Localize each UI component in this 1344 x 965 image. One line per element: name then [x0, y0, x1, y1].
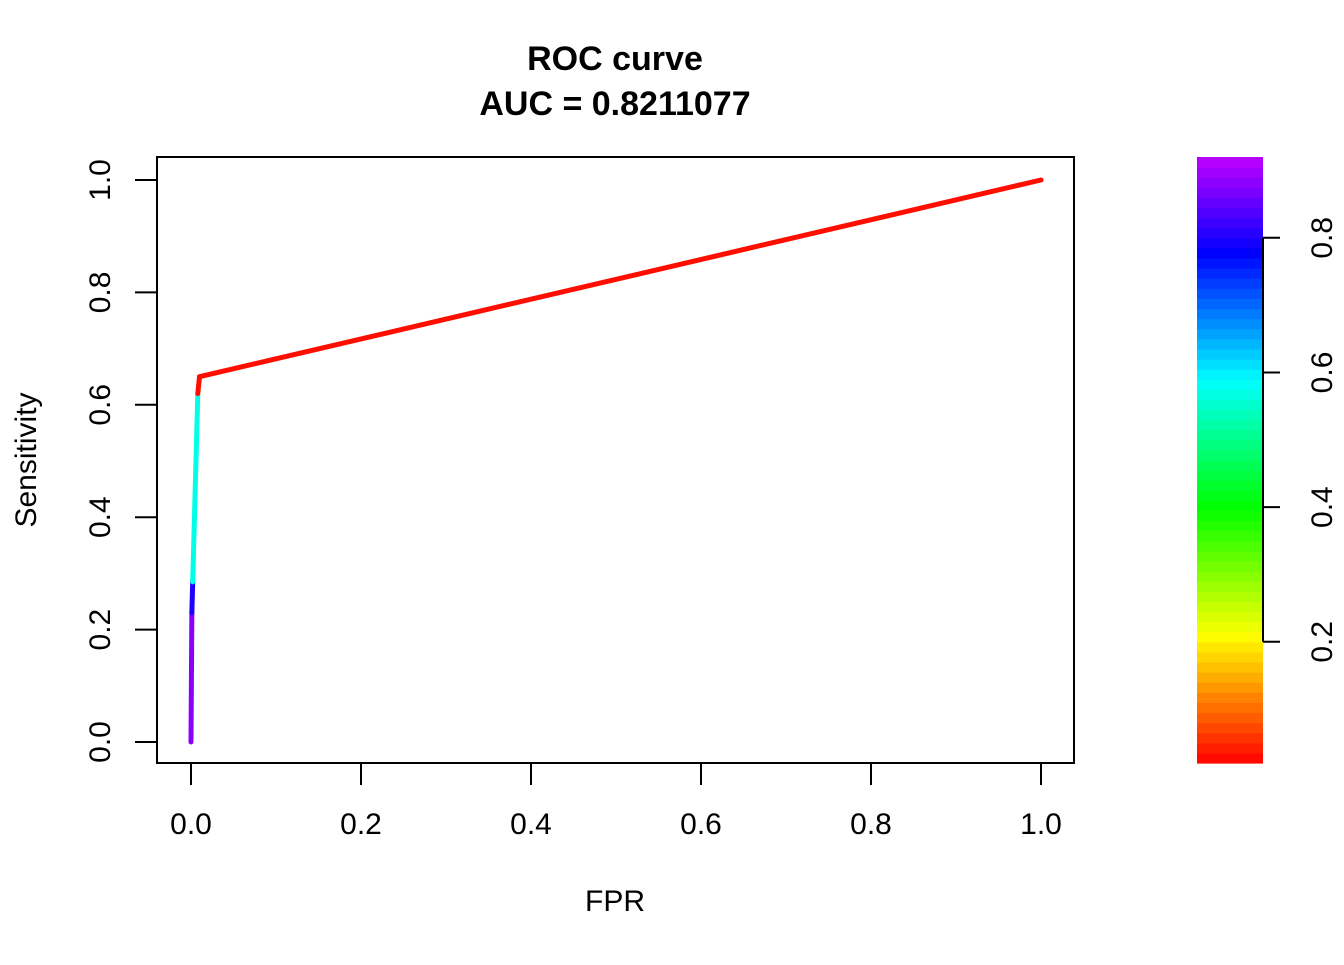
- colorbar-band: [1197, 641, 1263, 653]
- colorbar-tick-label: 0.4: [1306, 486, 1339, 528]
- colorbar-band: [1197, 490, 1263, 501]
- colorbar-band: [1197, 409, 1263, 421]
- colorbar-band: [1197, 328, 1263, 340]
- colorbar-band: [1197, 318, 1263, 330]
- y-tick-label: 0.6: [84, 384, 117, 426]
- colorbar-band: [1197, 268, 1263, 279]
- x-tick-label: 0.6: [680, 808, 722, 841]
- colorbar-band: [1197, 227, 1263, 239]
- colorbar-band: [1197, 359, 1263, 370]
- colorbar-band: [1197, 237, 1263, 249]
- x-tick-label: 1.0: [1020, 808, 1062, 841]
- colorbar-band: [1197, 722, 1263, 734]
- colorbar-band: [1197, 651, 1263, 663]
- x-tick-label: 0.0: [170, 808, 212, 841]
- colorbar-band: [1197, 540, 1263, 552]
- colorbar-band: [1197, 742, 1263, 754]
- colorbar-band: [1197, 298, 1263, 310]
- colorbar-band: [1197, 591, 1263, 602]
- colorbar-band: [1197, 308, 1263, 320]
- roc-segment: [190, 391, 201, 585]
- colorbar-band: [1197, 752, 1263, 764]
- colorbar-band: [1197, 217, 1263, 229]
- colorbar-band: [1197, 672, 1263, 683]
- colorbar: [1197, 157, 1263, 764]
- colorbar-band: [1197, 601, 1263, 613]
- colorbar-band: [1197, 177, 1263, 188]
- colorbar-tick-label: 0.8: [1306, 217, 1339, 259]
- colorbar-band: [1197, 480, 1263, 491]
- colorbar-band: [1197, 621, 1263, 633]
- colorbar-band: [1197, 581, 1263, 592]
- roc-segment: [189, 579, 196, 616]
- colorbar-band: [1197, 429, 1263, 441]
- chart-subtitle: AUC = 0.8211077: [479, 85, 750, 123]
- colorbar-band: [1197, 379, 1263, 390]
- colorbar-band: [1197, 389, 1263, 400]
- colorbar-band: [1197, 167, 1263, 178]
- colorbar-band: [1197, 550, 1263, 562]
- colorbar-band: [1197, 561, 1263, 572]
- chart-title: ROC curve: [527, 40, 703, 78]
- colorbar-band: [1197, 439, 1263, 451]
- y-axis-label: Sensitivity: [10, 392, 43, 527]
- colorbar-band: [1197, 187, 1263, 198]
- colorbar-band: [1197, 460, 1263, 471]
- colorbar-band: [1197, 197, 1263, 209]
- colorbar-band: [1197, 712, 1263, 724]
- colorbar-band: [1197, 682, 1263, 693]
- colorbar-band: [1197, 510, 1263, 522]
- colorbar-band: [1197, 732, 1263, 744]
- colorbar-tick-label: 0.6: [1306, 352, 1339, 394]
- colorbar-band: [1197, 207, 1263, 219]
- y-tick-label: 0.0: [84, 721, 117, 763]
- colorbar-tick-label: 0.2: [1306, 621, 1339, 663]
- y-tick-label: 1.0: [84, 159, 117, 201]
- y-axis: 0.0 0.2 0.4 0.6 0.8 1.0: [84, 159, 158, 763]
- x-tick-label: 0.4: [510, 808, 552, 841]
- colorbar-axis: 0.2 0.4 0.6 0.8: [1262, 217, 1339, 663]
- colorbar-band: [1197, 662, 1263, 673]
- colorbar-band: [1197, 278, 1263, 289]
- x-tick-label: 0.8: [850, 808, 892, 841]
- roc-segment: [197, 177, 1044, 380]
- colorbar-band: [1197, 571, 1263, 582]
- colorbar-band: [1197, 631, 1263, 643]
- x-axis: 0.0 0.2 0.4 0.6 0.8 1.0: [170, 762, 1062, 841]
- colorbar-band: [1197, 258, 1263, 269]
- colorbar-band: [1197, 692, 1263, 703]
- x-axis-label: FPR: [585, 885, 645, 918]
- colorbar-band: [1197, 611, 1263, 623]
- colorbar-band: [1197, 419, 1263, 431]
- x-tick-label: 0.2: [340, 808, 382, 841]
- roc-segment: [195, 374, 202, 397]
- roc-curve: [188, 177, 1044, 745]
- plot-frame: [156, 156, 1075, 764]
- y-tick-label: 0.4: [84, 496, 117, 538]
- y-tick-label: 0.2: [84, 609, 117, 651]
- colorbar-band: [1197, 702, 1263, 714]
- colorbar-band: [1197, 348, 1263, 360]
- colorbar-band: [1197, 399, 1263, 411]
- colorbar-band: [1197, 470, 1263, 481]
- colorbar-band: [1197, 247, 1263, 259]
- colorbar-band: [1197, 449, 1263, 461]
- colorbar-band: [1197, 338, 1263, 350]
- colorbar-band: [1197, 288, 1263, 299]
- colorbar-band: [1197, 500, 1263, 512]
- y-tick-label: 0.8: [84, 272, 117, 314]
- colorbar-band: [1197, 369, 1263, 380]
- colorbar-band: [1197, 520, 1263, 532]
- roc-segment: [188, 610, 195, 745]
- colorbar-band: [1197, 157, 1263, 168]
- colorbar-band: [1197, 530, 1263, 542]
